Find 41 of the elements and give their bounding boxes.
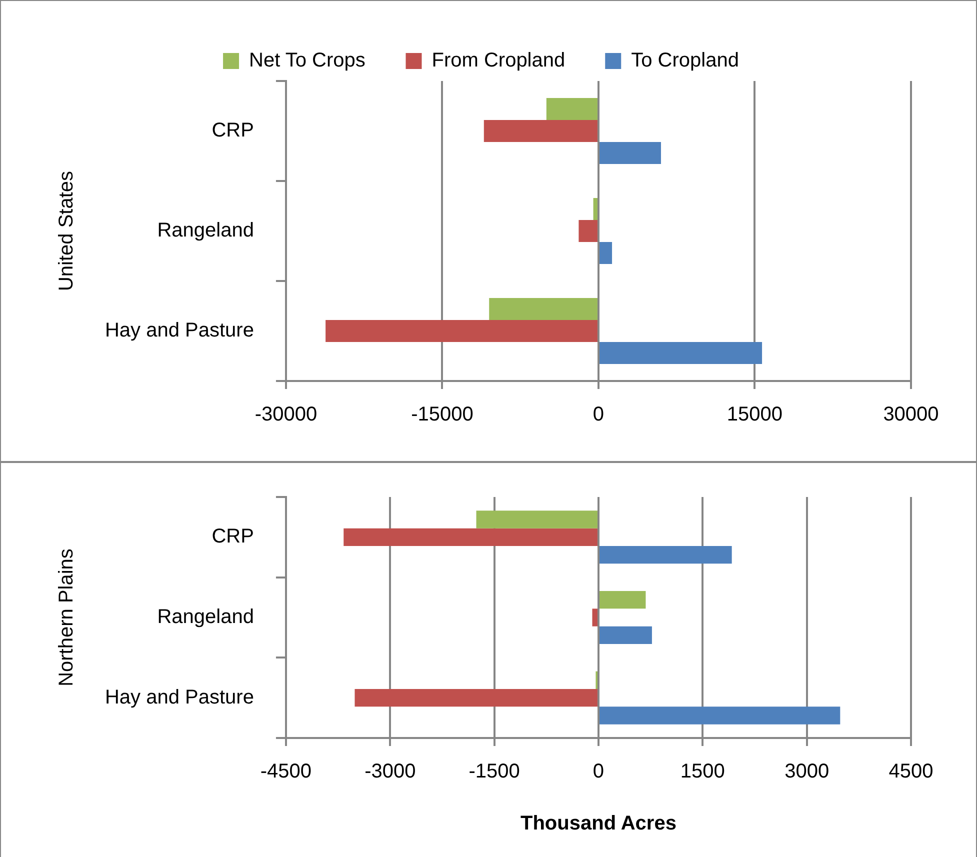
bar xyxy=(354,688,598,707)
bar xyxy=(599,342,762,364)
x-tick-label: 1500 xyxy=(680,760,725,783)
x-tick-label: 4500 xyxy=(888,760,934,783)
y-tick-label: Hay and Pasture xyxy=(104,320,254,342)
x-tick-label: -30000 xyxy=(254,404,318,426)
bar xyxy=(592,608,598,626)
bar xyxy=(546,98,598,120)
bar xyxy=(484,120,598,142)
bar xyxy=(476,510,598,528)
x-tick-label: 15000 xyxy=(726,404,783,426)
x-tick-label: 3000 xyxy=(784,760,830,783)
bar xyxy=(593,198,598,220)
x-tick-label: -4500 xyxy=(260,760,312,783)
bar xyxy=(599,546,732,564)
legend-label: To Cropland xyxy=(631,50,739,72)
legend-label: Net To Crops xyxy=(249,50,366,72)
legend-label: From Cropland xyxy=(432,50,566,72)
bar xyxy=(599,242,612,264)
bar xyxy=(599,142,661,164)
y-tick-label: CRP xyxy=(212,120,254,142)
bar xyxy=(344,528,598,546)
y-tick-label: Rangeland xyxy=(157,220,254,242)
bar xyxy=(599,590,646,609)
x-tick-label: -15000 xyxy=(411,404,474,426)
x-tick-label: 30000 xyxy=(883,404,939,426)
x-axis-title: Thousand Acres xyxy=(520,812,676,835)
x-tick-label: 0 xyxy=(592,760,604,783)
y-axis-title: United States xyxy=(56,170,78,292)
y-tick-label: CRP xyxy=(212,526,254,548)
bar xyxy=(599,626,652,644)
x-tick-label: -3000 xyxy=(364,760,416,783)
bar xyxy=(489,298,598,320)
x-tick-label: 0 xyxy=(592,404,604,426)
x-tick-label: -1500 xyxy=(468,760,520,783)
y-axis-title: Northern Plains xyxy=(56,548,78,686)
bar xyxy=(599,706,840,724)
y-tick-label: Hay and Pasture xyxy=(104,686,254,708)
bar xyxy=(326,320,598,342)
bar xyxy=(578,220,598,242)
y-tick-label: Rangeland xyxy=(157,606,254,628)
